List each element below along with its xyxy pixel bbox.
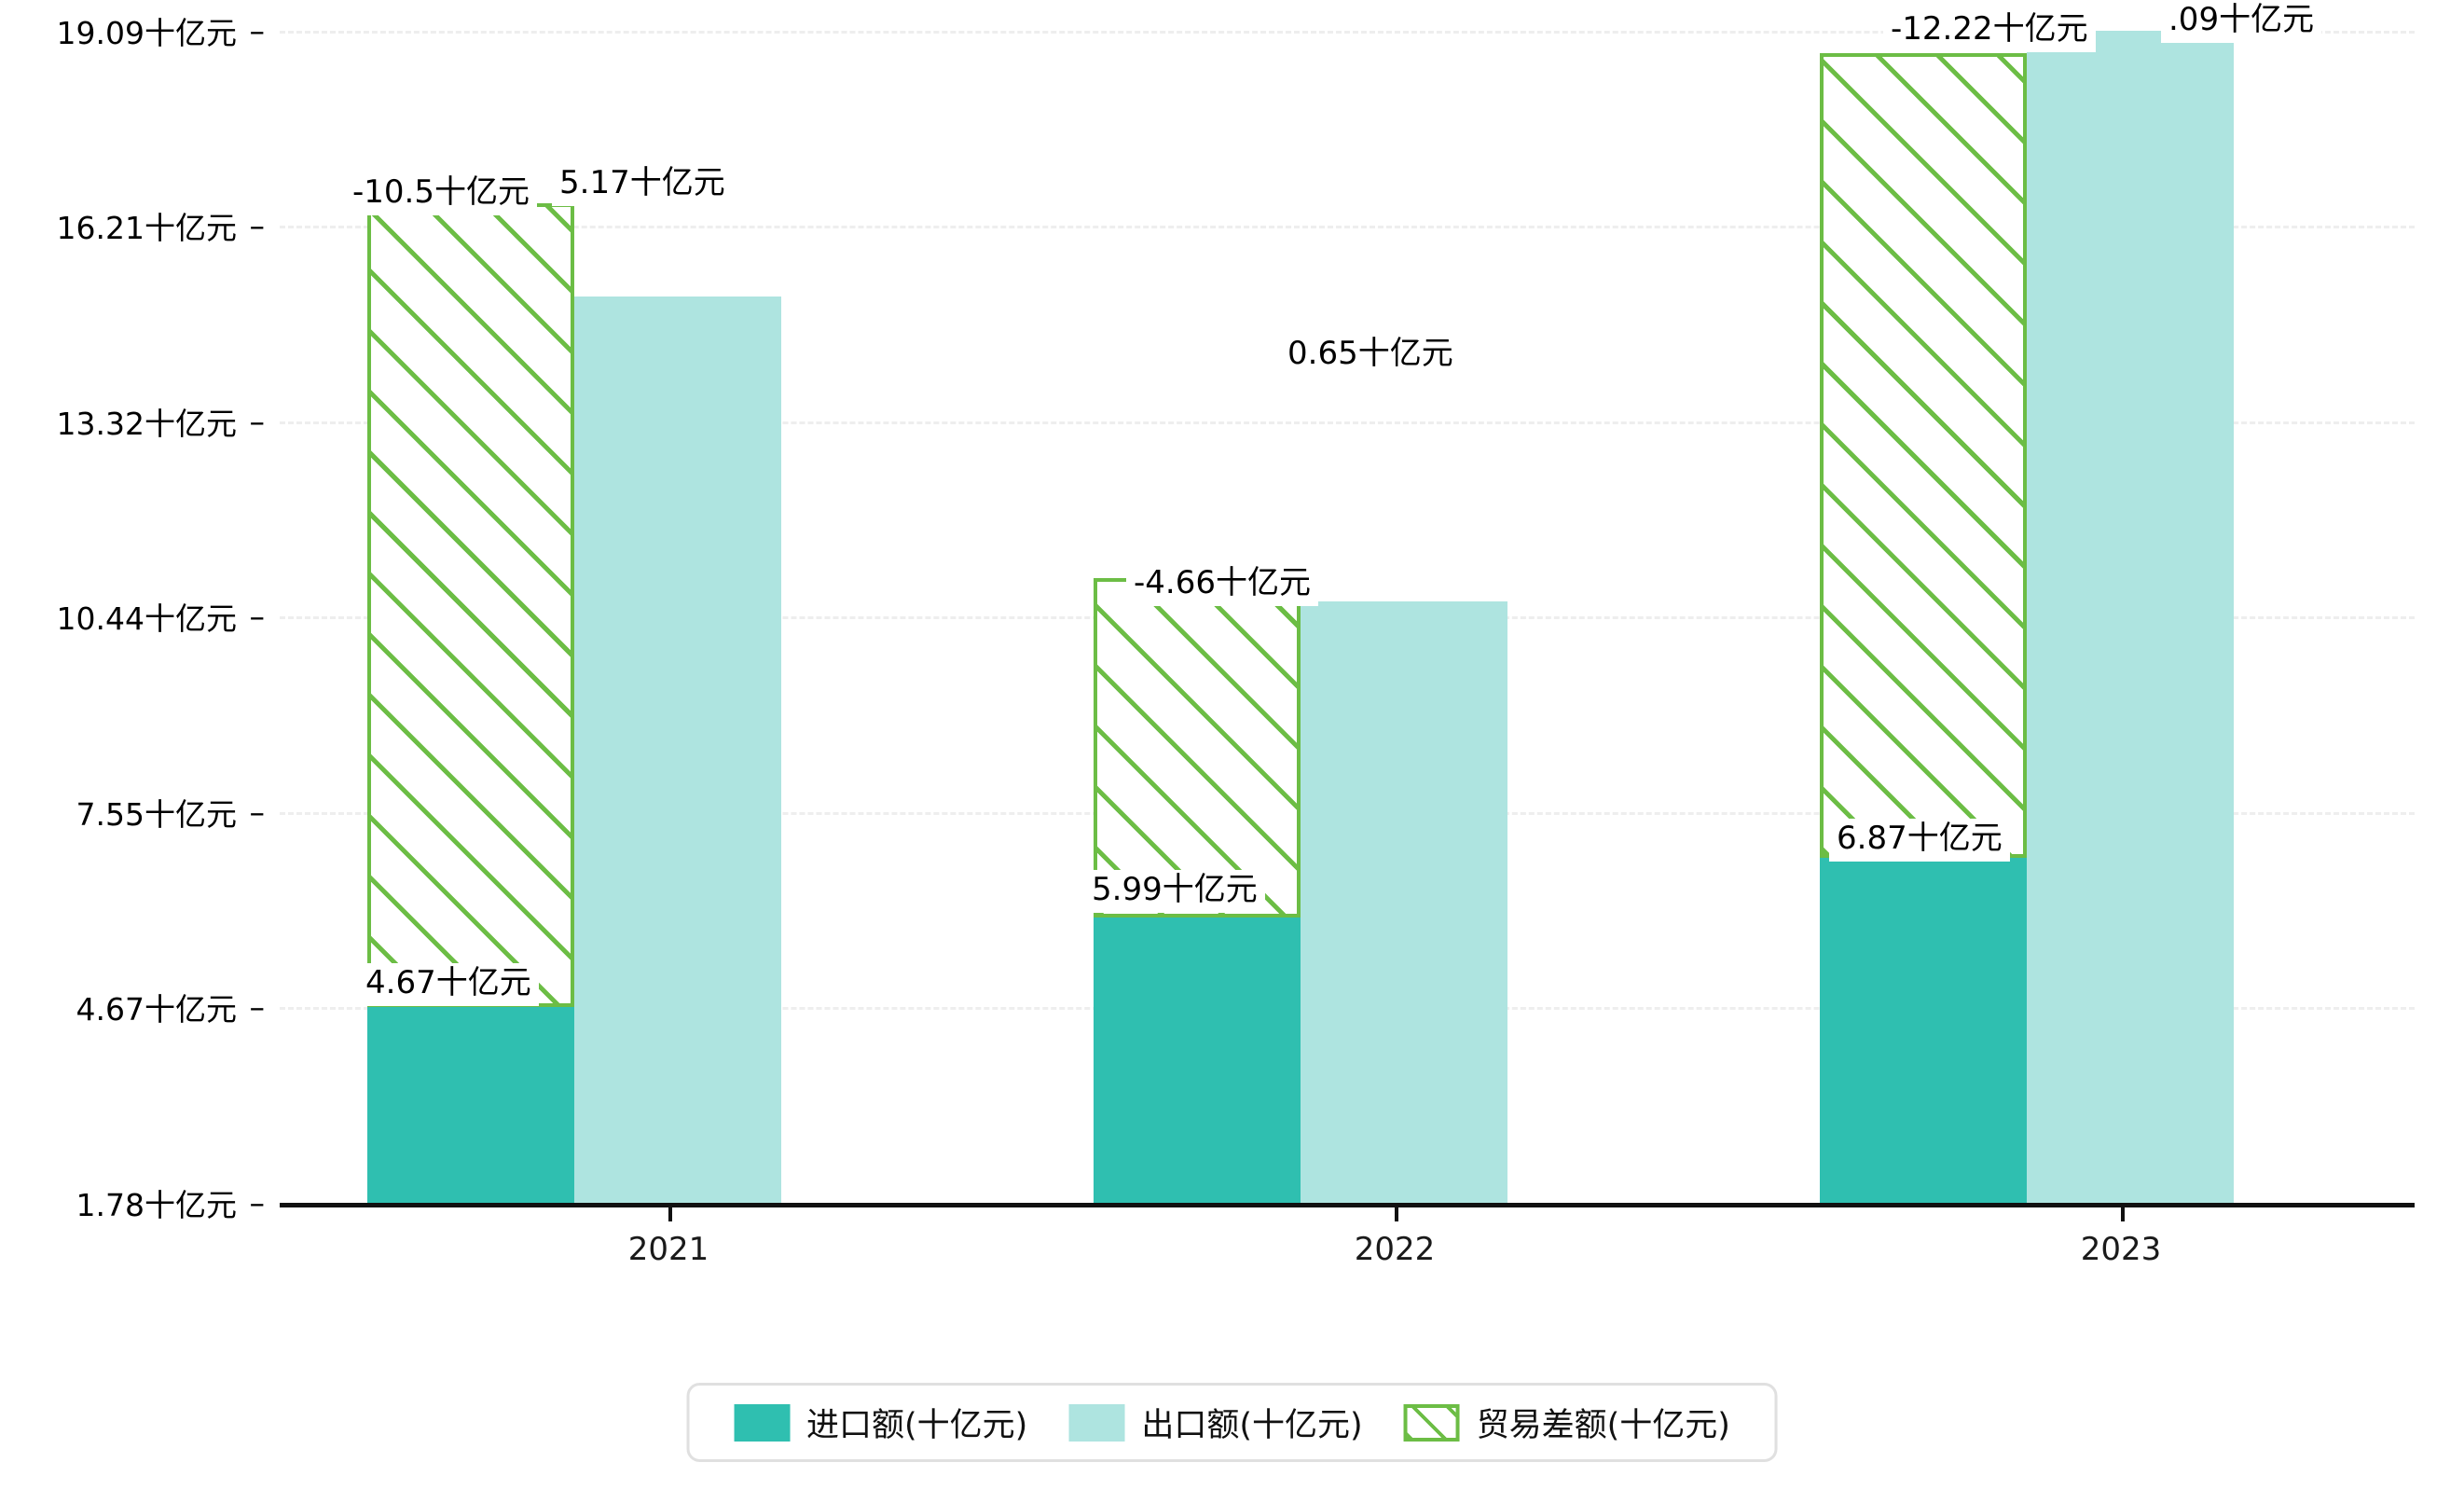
plot-area: [280, 31, 2415, 1203]
bar-balance-2021[interactable]: [367, 203, 574, 1007]
value-label-import-2023: 6.87十亿元: [1829, 819, 2010, 862]
bar-import-2023[interactable]: [1820, 858, 2027, 1203]
bar-import-2021[interactable]: [367, 1007, 574, 1203]
y-tick-label: 7.55十亿元: [76, 796, 237, 833]
y-tick-dash: –: [249, 793, 266, 831]
gridline: [280, 226, 2415, 228]
legend-label-export: 出口额(十亿元): [1141, 1407, 1363, 1444]
bar-export-2023[interactable]: [2027, 31, 2234, 1203]
legend-item-export[interactable]: 出口额(十亿元): [1048, 1399, 1383, 1446]
bar-balance-2022[interactable]: [1094, 578, 1301, 917]
value-label-export-2023: .09十亿元: [2161, 0, 2322, 43]
legend-item-balance[interactable]: 贸易差额(十亿元): [1383, 1399, 1751, 1446]
y-tick-label: 4.67十亿元: [76, 991, 237, 1028]
import-swatch-icon: [734, 1403, 791, 1442]
gridline: [280, 31, 2415, 34]
x-tick-mark: [668, 1203, 672, 1221]
value-label-balance-2023: -12.22十亿元: [1883, 9, 2096, 52]
y-tick-label: 13.32十亿元: [56, 406, 237, 442]
value-label-balance-2022: -4.66十亿元: [1126, 563, 1318, 606]
y-tick-dash: –: [249, 403, 266, 440]
x-tick-mark: [1395, 1203, 1398, 1221]
bar-balance-2023[interactable]: [1820, 53, 2027, 858]
export-swatch-icon: [1068, 1403, 1125, 1442]
y-tick-dash: –: [249, 598, 266, 635]
legend-label-balance: 贸易差额(十亿元): [1476, 1407, 1730, 1444]
y-tick-label: 10.44十亿元: [56, 600, 237, 637]
bar-export-2021[interactable]: [574, 297, 781, 1203]
x-axis-line: [280, 1203, 2415, 1207]
value-label-export-2022: 0.65十亿元: [1280, 334, 1461, 377]
y-tick-dash: –: [249, 988, 266, 1026]
value-label-import-2021: 4.67十亿元: [358, 963, 539, 1006]
y-tick-label: 1.78十亿元: [76, 1187, 237, 1223]
x-tick-label-2023: 2023: [2080, 1231, 2162, 1268]
y-tick-dash: –: [249, 1184, 266, 1221]
value-label-balance-2021: -10.5十亿元: [345, 172, 537, 215]
bar-import-2022[interactable]: [1094, 917, 1301, 1203]
y-tick-dash: –: [249, 12, 266, 49]
y-tick-label: 19.09十亿元: [56, 15, 237, 51]
y-tick-dash: –: [249, 207, 266, 244]
value-label-import-2022: 5.99十亿元: [1084, 870, 1265, 913]
legend-label-import: 进口额(十亿元): [806, 1407, 1028, 1444]
y-axis: 19.09十亿元 – 16.21十亿元 – 13.32十亿元 – 10.44十亿…: [0, 0, 280, 1490]
x-tick-label-2021: 2021: [627, 1231, 709, 1268]
x-tick-label-2022: 2022: [1354, 1231, 1436, 1268]
value-label-export-2021: 5.17十亿元: [552, 163, 733, 206]
y-tick-label: 16.21十亿元: [56, 210, 237, 246]
legend: 进口额(十亿元) 出口额(十亿元) 贸易差额(十亿元): [686, 1383, 1778, 1462]
balance-swatch-icon: [1403, 1403, 1460, 1442]
legend-item-import[interactable]: 进口额(十亿元): [713, 1399, 1048, 1446]
x-tick-mark: [2121, 1203, 2125, 1221]
gridline: [280, 421, 2415, 424]
bar-export-2022[interactable]: [1301, 601, 1507, 1203]
